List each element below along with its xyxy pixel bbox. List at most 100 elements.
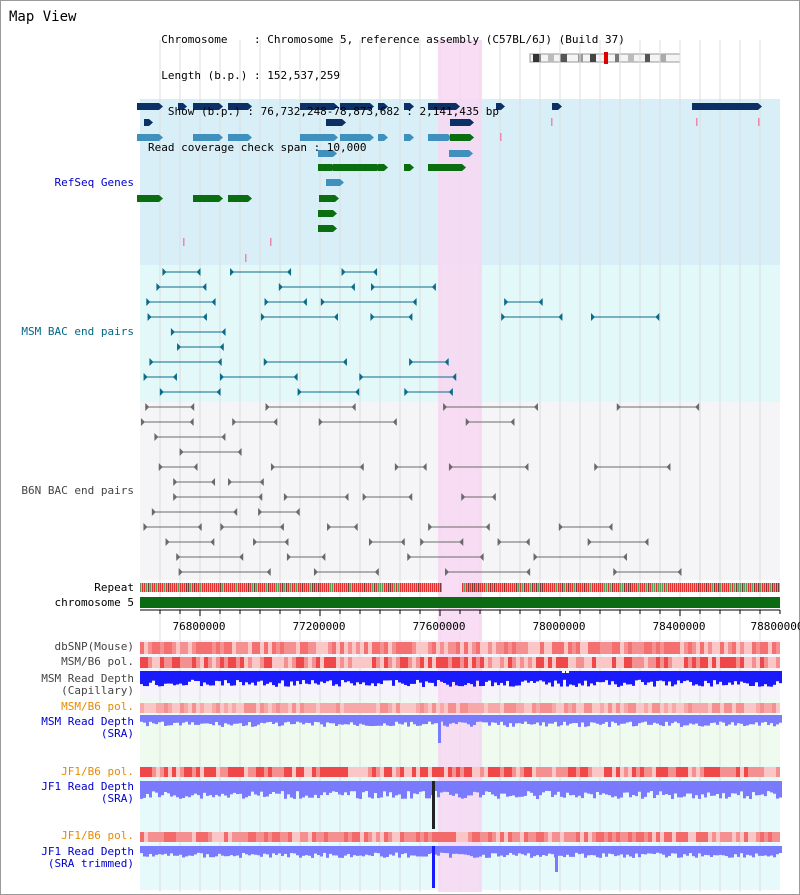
repeat-element <box>648 583 650 592</box>
read-depth-bar <box>413 715 416 725</box>
read-depth-bar <box>182 671 185 686</box>
repeat-element <box>708 583 710 592</box>
read-depth-bar <box>173 671 176 686</box>
polymorphism-cell <box>424 832 428 842</box>
read-depth-bar <box>776 846 779 855</box>
polymorphism-cell <box>680 832 684 842</box>
polymorphism-cell <box>164 642 168 654</box>
polymorphism-cell <box>660 832 664 842</box>
read-depth-bar <box>539 846 542 857</box>
read-depth-bar <box>140 715 143 722</box>
read-depth-bar <box>698 671 701 686</box>
gene-arrow <box>183 103 187 110</box>
read-depth-bar <box>638 671 641 680</box>
polymorphism-cell <box>360 832 364 842</box>
polymorphism-cell <box>644 642 648 654</box>
gene-arrow <box>410 164 414 171</box>
read-depth-bar <box>356 715 359 727</box>
repeat-element <box>724 583 726 592</box>
read-depth-bar <box>446 846 449 854</box>
bac-end-marker <box>178 568 183 576</box>
polymorphism-cell <box>268 767 272 777</box>
read-depth-bar <box>614 846 617 857</box>
read-depth-bar <box>677 671 680 681</box>
read-depth-bar <box>452 671 455 682</box>
read-depth-bar <box>149 846 152 854</box>
read-depth-bar <box>722 715 725 723</box>
polymorphism-cell <box>528 832 532 842</box>
read-depth-bar <box>383 846 386 858</box>
polymorphism-cell <box>696 767 700 777</box>
read-depth-bar <box>737 671 740 685</box>
read-depth-bar <box>440 781 443 793</box>
repeat-element <box>316 583 318 592</box>
read-depth-bar <box>320 671 323 682</box>
read-depth-bar <box>263 781 266 797</box>
read-depth-bar <box>578 715 581 727</box>
polymorphism-cell <box>324 767 328 777</box>
read-depth-bar <box>548 715 551 724</box>
read-depth-bar <box>767 846 770 857</box>
read-depth-bar <box>311 671 314 681</box>
polymorphism-cell <box>648 767 652 777</box>
read-depth-bar <box>326 671 329 682</box>
polymorphism-cell <box>684 703 688 713</box>
read-depth-bar <box>557 846 560 856</box>
gene-feature <box>193 103 219 110</box>
polymorphism-cell <box>600 703 604 713</box>
polymorphism-cell <box>524 642 528 654</box>
polymorphism-cell <box>704 657 708 668</box>
polymorphism-cell <box>192 642 196 654</box>
read-depth-bar <box>563 781 566 798</box>
read-depth-bar <box>506 671 509 681</box>
polymorphism-cell <box>152 703 156 713</box>
read-depth-bar <box>422 671 425 687</box>
gene-arrow <box>334 134 338 141</box>
track-label-refseq[interactable]: RefSeq Genes <box>54 176 134 189</box>
polymorphism-cell <box>768 767 772 777</box>
repeat-element <box>692 583 694 592</box>
polymorphism-cell <box>384 832 388 842</box>
repeat-element <box>628 583 630 592</box>
polymorphism-cell <box>592 767 596 777</box>
track-label-msm-bac[interactable]: MSM BAC end pairs <box>21 325 134 338</box>
read-depth-bar <box>704 715 707 726</box>
polymorphism-cell <box>700 703 704 713</box>
read-depth-bar <box>677 846 680 858</box>
polymorphism-cell <box>304 703 308 713</box>
polymorphism-cell <box>208 832 212 842</box>
repeat-element <box>730 583 732 592</box>
polymorphism-cell <box>456 642 460 654</box>
read-depth-bar <box>632 671 635 686</box>
read-depth-bar <box>158 846 161 855</box>
bac-end-marker <box>260 313 265 321</box>
polymorphism-cell <box>236 642 240 654</box>
polymorphism-cell <box>532 832 536 842</box>
polymorphism-cell <box>436 657 440 668</box>
polymorphism-cell <box>408 832 412 842</box>
bac-end-marker <box>287 268 292 276</box>
bac-end-marker <box>219 343 224 351</box>
read-depth-bar <box>236 781 239 795</box>
polymorphism-cell <box>596 657 600 668</box>
read-depth-bar <box>470 715 473 727</box>
polymorphism-cell <box>172 657 176 668</box>
polymorphism-cell <box>656 642 660 654</box>
read-depth-bar <box>656 781 659 795</box>
read-depth-bar <box>317 715 320 723</box>
read-depth-bar <box>533 715 536 725</box>
repeat-element <box>662 583 664 592</box>
read-depth-bar <box>431 715 434 725</box>
polymorphism-cell <box>164 657 168 668</box>
read-depth-bar <box>347 781 350 796</box>
read-depth-bar <box>350 781 353 792</box>
refseq-tick <box>245 254 247 262</box>
polymorphism-cell <box>176 767 180 777</box>
read-depth-bar <box>608 671 611 685</box>
read-depth-bar <box>428 715 431 722</box>
repeat-element <box>548 583 550 592</box>
track-label-b6n-bac[interactable]: B6N BAC end pairs <box>21 484 134 497</box>
read-depth-bar <box>587 846 590 856</box>
repeat-element <box>204 583 206 592</box>
